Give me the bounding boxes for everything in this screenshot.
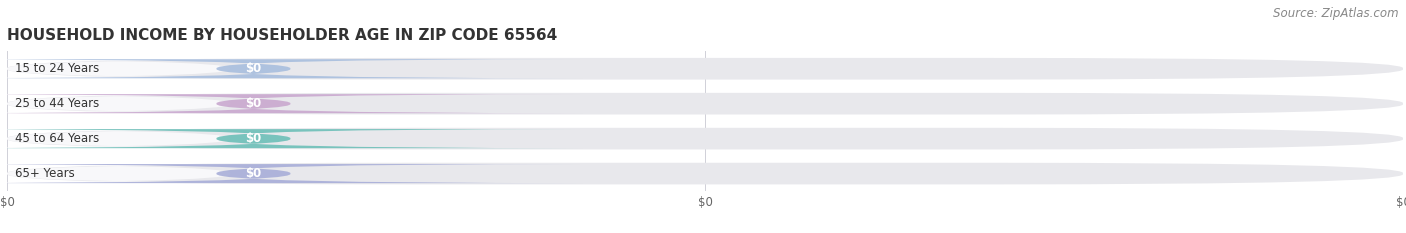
FancyBboxPatch shape bbox=[0, 94, 582, 113]
Text: $0: $0 bbox=[245, 132, 262, 145]
FancyBboxPatch shape bbox=[0, 129, 373, 148]
FancyBboxPatch shape bbox=[0, 164, 582, 183]
FancyBboxPatch shape bbox=[0, 129, 582, 148]
Text: 25 to 44 Years: 25 to 44 Years bbox=[15, 97, 100, 110]
FancyBboxPatch shape bbox=[0, 164, 373, 183]
FancyBboxPatch shape bbox=[7, 58, 1403, 80]
Text: 15 to 24 Years: 15 to 24 Years bbox=[15, 62, 100, 75]
Text: $0: $0 bbox=[245, 62, 262, 75]
Text: Source: ZipAtlas.com: Source: ZipAtlas.com bbox=[1274, 7, 1399, 20]
Text: $0: $0 bbox=[245, 167, 262, 180]
FancyBboxPatch shape bbox=[7, 93, 1403, 115]
FancyBboxPatch shape bbox=[0, 59, 373, 78]
FancyBboxPatch shape bbox=[7, 163, 1403, 185]
Text: $0: $0 bbox=[245, 97, 262, 110]
FancyBboxPatch shape bbox=[7, 128, 1403, 150]
Text: HOUSEHOLD INCOME BY HOUSEHOLDER AGE IN ZIP CODE 65564: HOUSEHOLD INCOME BY HOUSEHOLDER AGE IN Z… bbox=[7, 28, 557, 43]
Text: 45 to 64 Years: 45 to 64 Years bbox=[15, 132, 100, 145]
FancyBboxPatch shape bbox=[0, 94, 373, 113]
FancyBboxPatch shape bbox=[0, 59, 582, 78]
Text: 65+ Years: 65+ Years bbox=[15, 167, 75, 180]
